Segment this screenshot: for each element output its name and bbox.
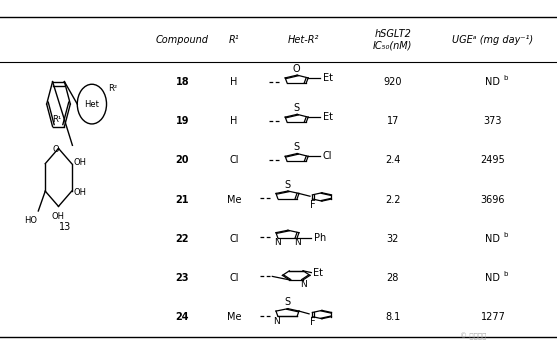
Text: N: N bbox=[273, 317, 280, 325]
Text: N: N bbox=[294, 238, 301, 247]
Text: 17: 17 bbox=[387, 116, 399, 126]
Text: 18: 18 bbox=[175, 77, 189, 87]
Text: Cl: Cl bbox=[229, 155, 239, 166]
Text: 32: 32 bbox=[387, 234, 399, 244]
Text: ND: ND bbox=[486, 234, 500, 244]
Text: R²: R² bbox=[108, 84, 117, 93]
Text: H: H bbox=[230, 116, 238, 126]
Text: Ph: Ph bbox=[314, 233, 326, 243]
Text: O: O bbox=[52, 145, 59, 154]
Text: 1277: 1277 bbox=[481, 312, 505, 322]
Text: Cl: Cl bbox=[323, 151, 333, 161]
Text: H: H bbox=[230, 77, 238, 87]
Text: 19: 19 bbox=[175, 116, 189, 126]
Text: R¹: R¹ bbox=[52, 115, 62, 124]
Text: ND: ND bbox=[486, 77, 500, 87]
Text: Het-R²: Het-R² bbox=[288, 35, 319, 45]
Text: 2.4: 2.4 bbox=[385, 155, 400, 166]
Text: 23: 23 bbox=[175, 273, 189, 283]
Text: S: S bbox=[294, 103, 300, 113]
Text: N: N bbox=[275, 238, 281, 247]
Text: 13: 13 bbox=[60, 222, 71, 232]
Text: F: F bbox=[310, 317, 315, 327]
Text: 22: 22 bbox=[175, 234, 189, 244]
Text: 20: 20 bbox=[175, 155, 189, 166]
Text: Me: Me bbox=[227, 312, 241, 322]
Text: Cl: Cl bbox=[229, 234, 239, 244]
Text: Et: Et bbox=[323, 112, 333, 122]
Text: Het: Het bbox=[85, 100, 99, 109]
Text: S: S bbox=[285, 180, 291, 190]
Text: 8.1: 8.1 bbox=[385, 312, 400, 322]
Text: ND: ND bbox=[486, 273, 500, 283]
Text: 2495: 2495 bbox=[481, 155, 505, 166]
Text: O: O bbox=[293, 64, 301, 74]
Text: © 药事纵横: © 药事纵横 bbox=[460, 333, 487, 340]
Text: 2.2: 2.2 bbox=[385, 195, 400, 205]
Text: 28: 28 bbox=[387, 273, 399, 283]
Text: b: b bbox=[503, 271, 507, 277]
Text: 3696: 3696 bbox=[481, 195, 505, 205]
Text: b: b bbox=[503, 232, 507, 238]
Text: Et: Et bbox=[323, 73, 333, 83]
Text: hSGLT2
IC₅₀(nM): hSGLT2 IC₅₀(nM) bbox=[373, 29, 412, 51]
Text: R¹: R¹ bbox=[228, 35, 240, 45]
Text: HO: HO bbox=[24, 215, 37, 225]
Text: OH: OH bbox=[74, 158, 86, 167]
Text: Compound: Compound bbox=[156, 35, 209, 45]
Text: OH: OH bbox=[74, 188, 86, 197]
Text: 24: 24 bbox=[175, 312, 189, 322]
Text: S: S bbox=[294, 142, 300, 152]
Text: OH: OH bbox=[52, 212, 65, 221]
Text: 373: 373 bbox=[483, 116, 502, 126]
Text: UGEᵃ (mg day⁻¹): UGEᵃ (mg day⁻¹) bbox=[452, 35, 534, 45]
Text: N: N bbox=[300, 280, 306, 289]
Text: Cl: Cl bbox=[229, 273, 239, 283]
Text: b: b bbox=[503, 75, 507, 81]
Text: S: S bbox=[285, 297, 291, 307]
Text: Me: Me bbox=[227, 195, 241, 205]
Text: F: F bbox=[310, 200, 315, 210]
Text: Et: Et bbox=[313, 268, 323, 278]
Text: 920: 920 bbox=[383, 77, 402, 87]
Text: 21: 21 bbox=[175, 195, 189, 205]
